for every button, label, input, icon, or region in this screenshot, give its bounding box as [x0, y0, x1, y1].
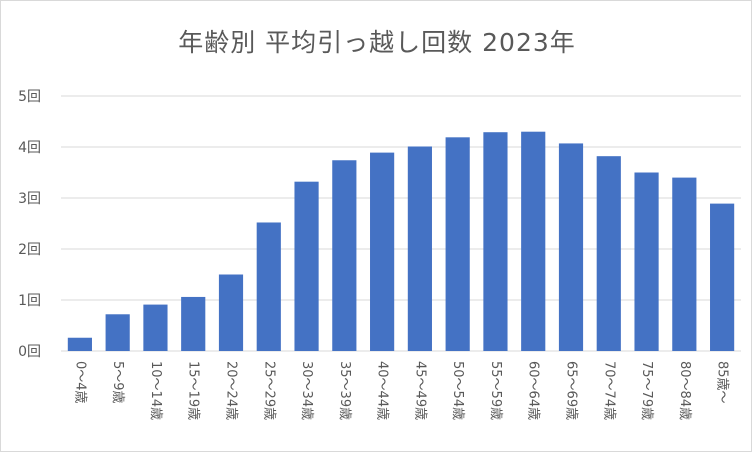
x-tick-label-1: 5～9歳 — [110, 361, 125, 404]
x-tick-label-11: 55～59歳 — [488, 361, 503, 420]
bar-2 — [143, 304, 168, 351]
chart-title: 年齢別 平均引っ越し回数 2023年 — [178, 28, 576, 57]
bar-11 — [483, 132, 508, 351]
x-tick-label-13: 65～69歳 — [564, 361, 579, 420]
bar-3 — [181, 296, 206, 351]
x-tick-label-9: 45～49歳 — [412, 361, 427, 420]
bar-14 — [596, 156, 621, 351]
bar-12 — [521, 131, 546, 351]
x-tick-label-15: 75～79歳 — [639, 361, 654, 420]
y-tick-label-4: 4回 — [18, 140, 41, 156]
x-tick-label-10: 50～54歳 — [450, 361, 465, 420]
bar-17 — [710, 203, 735, 351]
x-tick-label-5: 25～29歳 — [261, 361, 276, 420]
bar-8 — [370, 152, 395, 351]
x-tick-label-6: 30～34歳 — [299, 361, 314, 420]
x-tick-label-0: 0～4歳 — [72, 361, 87, 404]
y-tick-label-1: 1回 — [18, 293, 41, 309]
bar-15 — [634, 172, 659, 351]
bar-6 — [294, 181, 319, 351]
bar-1 — [105, 314, 130, 351]
x-tick-label-7: 35～39歳 — [337, 361, 352, 420]
x-tick-label-14: 70～74歳 — [601, 361, 616, 420]
y-tick-label-0: 0回 — [18, 344, 41, 360]
bar-13 — [558, 143, 584, 351]
bar-10 — [445, 137, 470, 351]
x-tick-label-8: 40～44歳 — [375, 361, 390, 420]
bar-16 — [672, 177, 697, 351]
bar-7 — [332, 160, 357, 351]
bar-0 — [67, 337, 92, 351]
x-tick-label-12: 60～64歳 — [526, 361, 541, 420]
x-tick-label-2: 10～14歳 — [148, 361, 163, 420]
x-tick-label-4: 20～24歳 — [224, 361, 239, 420]
bar-5 — [256, 222, 281, 351]
y-tick-label-2: 2回 — [18, 242, 41, 258]
y-tick-label-3: 3回 — [18, 191, 41, 207]
bar-4 — [218, 274, 244, 351]
y-tick-label-5: 5回 — [18, 89, 41, 105]
x-tick-label-17: 85歳～ — [715, 361, 730, 404]
x-tick-label-16: 80～84歳 — [677, 361, 692, 420]
x-tick-label-3: 15～19歳 — [186, 361, 201, 420]
bar-9 — [407, 146, 432, 351]
